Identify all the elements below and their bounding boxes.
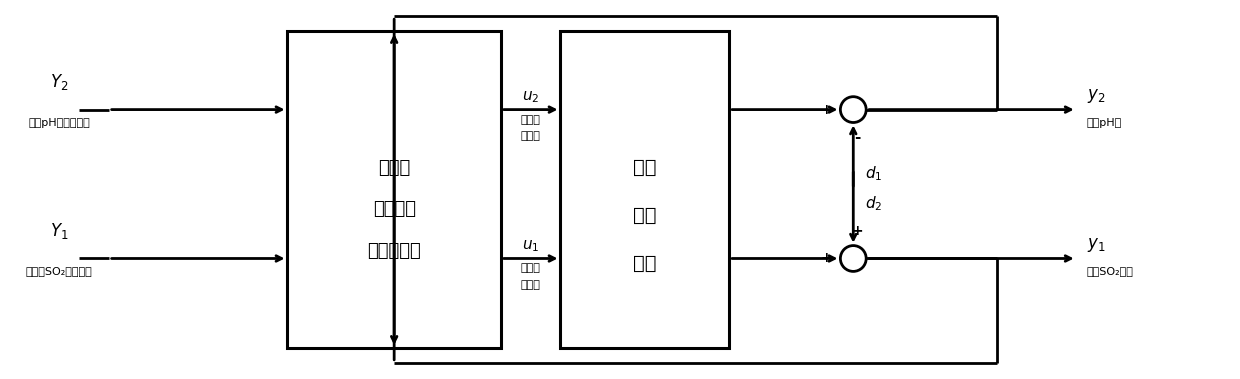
Text: $Y_1$: $Y_1$	[50, 221, 68, 241]
Text: +: +	[821, 103, 832, 117]
Text: 吸收段: 吸收段	[521, 263, 541, 274]
Text: $y_2$: $y_2$	[1086, 87, 1105, 105]
Text: 氧化段: 氧化段	[521, 114, 541, 125]
Text: 脲硫后SO₂浓度定値: 脲硫后SO₂浓度定値	[26, 266, 93, 276]
Text: -: -	[854, 130, 861, 146]
Text: $u_1$: $u_1$	[522, 238, 539, 254]
Bar	[560, 31, 729, 348]
Text: $d_1$: $d_1$	[866, 164, 883, 183]
Text: 氨法: 氨法	[634, 158, 656, 177]
Text: 出口SO₂浓度: 出口SO₂浓度	[1086, 266, 1133, 276]
Text: $y_1$: $y_1$	[1086, 235, 1105, 254]
Text: 约束区间: 约束区间	[373, 200, 415, 218]
Text: 喷氨量: 喷氨量	[521, 280, 541, 290]
Text: $Y_2$: $Y_2$	[50, 72, 68, 92]
Text: 脲硫: 脲硫	[634, 206, 656, 225]
Bar	[288, 31, 501, 348]
Text: 浆液pH値最佳范围: 浆液pH値最佳范围	[29, 117, 91, 127]
Text: +: +	[821, 252, 832, 266]
Text: $u_2$: $u_2$	[522, 89, 539, 105]
Text: +: +	[852, 224, 863, 238]
Text: 浆液pH値: 浆液pH値	[1086, 117, 1122, 127]
Text: 喷氨量: 喷氨量	[521, 132, 541, 141]
Text: 系统: 系统	[634, 254, 656, 273]
Text: 多变量: 多变量	[378, 159, 410, 177]
Text: $d_2$: $d_2$	[866, 194, 883, 213]
Text: 预测控制器: 预测控制器	[367, 242, 422, 260]
